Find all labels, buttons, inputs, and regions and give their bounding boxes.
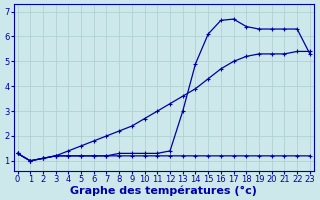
X-axis label: Graphe des températures (°c): Graphe des températures (°c) xyxy=(70,185,257,196)
